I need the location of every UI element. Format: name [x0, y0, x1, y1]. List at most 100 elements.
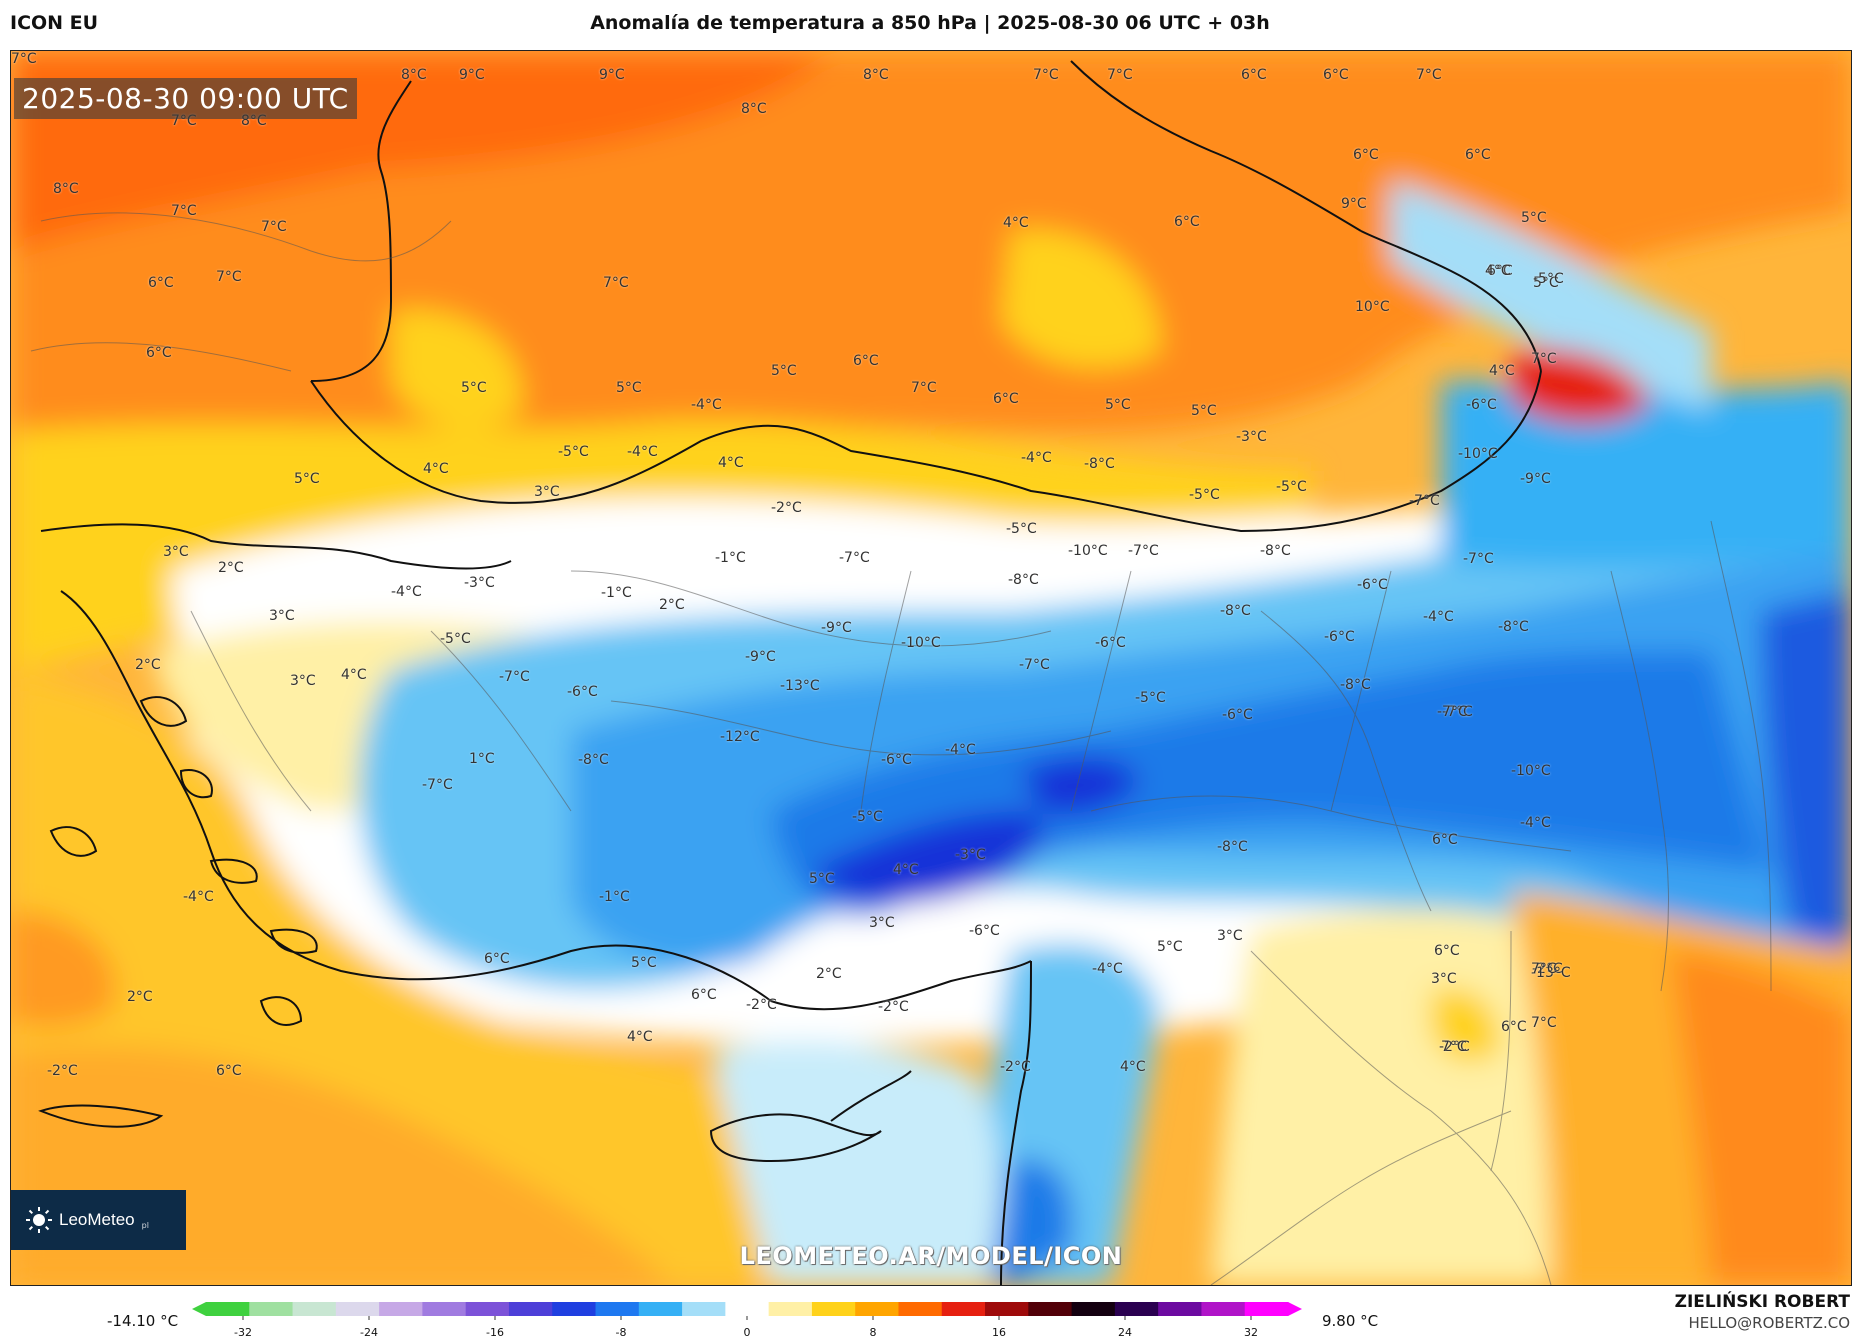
author-name: ZIELIŃSKI ROBERT [1674, 1292, 1850, 1312]
color-scale-band [552, 1302, 597, 1316]
color-scale-tick-label: -16 [486, 1326, 504, 1339]
temperature-label: 2°C [816, 966, 842, 982]
temperature-label: -6°C [1324, 629, 1355, 645]
temperature-label: -4°C [945, 742, 976, 758]
temperature-label: 9°C [599, 67, 625, 83]
temperature-label: 8°C [741, 101, 767, 117]
temperature-label: -6°C [1357, 577, 1388, 593]
temperature-label: 7°C [1441, 1039, 1467, 1055]
temperature-label: 7°C [216, 269, 242, 285]
temperature-label: -6°C [969, 923, 1000, 939]
color-scale-band [379, 1302, 423, 1316]
temperature-label: -2°C [1000, 1059, 1031, 1075]
temperature-label: -4°C [1092, 961, 1123, 977]
temperature-label: 1°C [469, 751, 495, 767]
color-scale-band [335, 1302, 380, 1316]
temperature-label: 7°C [261, 219, 287, 235]
temperature-label: -10°C [1511, 763, 1551, 779]
temperature-label: -7°C [1128, 543, 1159, 559]
temperature-label: -7°C [1019, 657, 1050, 673]
color-scale-band [898, 1302, 943, 1316]
color-scale-tick-label: -24 [360, 1326, 378, 1339]
temperature-label: 5°C [616, 380, 642, 396]
temperature-label: 7°C [1416, 67, 1442, 83]
temperature-label: -3°C [464, 575, 495, 591]
temperature-label: -12°C [720, 729, 760, 745]
temperature-label: -1°C [599, 889, 630, 905]
temperature-label: -5°C [852, 809, 883, 825]
temperature-label: -9°C [745, 649, 776, 665]
color-scale-band [985, 1302, 1029, 1316]
temperature-label: -4°C [627, 444, 658, 460]
temperature-label: 6°C [1432, 832, 1458, 848]
temperature-label: -3°C [955, 847, 986, 863]
author-email[interactable]: HELLO@ROBERTZ.CO [1688, 1314, 1850, 1332]
color-scale-band [595, 1302, 640, 1316]
temperature-label: -4°C [391, 584, 422, 600]
color-scale-tick-label: 8 [869, 1326, 877, 1339]
temperature-label: 5°C [771, 363, 797, 379]
temperature-label: 8°C [863, 67, 889, 83]
temperature-label: -5°C [1189, 487, 1220, 503]
color-scale-tick-label: 24 [1118, 1326, 1132, 1339]
temperature-label: 5°C [1521, 210, 1547, 226]
anomaly-field [11, 51, 1851, 1285]
temperature-label: 6°C [1487, 263, 1513, 279]
temperature-label: -1°C [715, 550, 746, 566]
temperature-label: 6°C [146, 345, 172, 361]
temperature-label: -10°C [1068, 543, 1108, 559]
temperature-label: -4°C [1021, 450, 1052, 466]
temperature-label: 7°C [1107, 67, 1133, 83]
temperature-label: 3°C [534, 484, 560, 500]
leometeo-logo[interactable]: LeoMeteo pl [11, 1190, 186, 1250]
temperature-label: 4°C [1120, 1059, 1146, 1075]
temperature-label: -7°C [1409, 493, 1440, 509]
temperature-label: 7°C [1033, 67, 1059, 83]
temperature-label: 2°C [135, 657, 161, 673]
temperature-label: -5°C [440, 631, 471, 647]
temperature-label: -13°C [780, 678, 820, 694]
temperature-label: 6°C [691, 987, 717, 1003]
temperature-label: 5°C [1533, 275, 1559, 291]
temperature-label: -2°C [1439, 1039, 1470, 1055]
color-scale-min-arrow [192, 1302, 206, 1316]
temperature-label: -1°C [601, 585, 632, 601]
temperature-label: 3°C [1217, 928, 1243, 944]
temperature-label: -8°C [1217, 839, 1248, 855]
temperature-label: -10°C [1458, 446, 1498, 462]
color-scale-band [206, 1302, 250, 1316]
temperature-label: -6°C [881, 752, 912, 768]
temperature-label: 10°C [1355, 299, 1390, 315]
color-scale-band [249, 1302, 294, 1316]
temperature-label: -10°C [901, 635, 941, 651]
color-scale-band [1201, 1302, 1246, 1316]
temperature-label: -4°C [691, 397, 722, 413]
temperature-label: -2°C [47, 1063, 78, 1079]
temperature-label: 6°C [1501, 1019, 1527, 1035]
color-scale-band [292, 1302, 337, 1316]
temperature-label: 7°C [171, 203, 197, 219]
color-scale-band [1071, 1302, 1116, 1316]
temperature-label: 7°C [1531, 1015, 1557, 1031]
temperature-label: 6°C [1323, 67, 1349, 83]
temperature-label: 6°C [1174, 214, 1200, 230]
temperature-label: 5°C [809, 871, 835, 887]
temperature-label: -6°C [567, 684, 598, 700]
temperature-label: 6°C [1434, 943, 1460, 959]
map-title: Anomalía de temperatura a 850 hPa | 2025… [590, 12, 1270, 34]
temperature-label: 9°C [459, 67, 485, 83]
temperature-label: -6°C [1222, 707, 1253, 723]
field-min-label: -14.10 °C [107, 1312, 179, 1330]
color-scale-tick-label: 16 [992, 1326, 1006, 1339]
temperature-label: 4°C [893, 862, 919, 878]
temperature-label: 9°C [1341, 196, 1367, 212]
temperature-label: 4°C [1003, 215, 1029, 231]
color-scale-tick-label: -8 [615, 1326, 627, 1339]
temperature-label: -9°C [821, 620, 852, 636]
color-scale-band [1244, 1302, 1289, 1316]
temperature-label: -8°C [1220, 603, 1251, 619]
color-scale-band [1028, 1302, 1073, 1316]
temperature-label: -8°C [578, 752, 609, 768]
temperature-label: -4°C [183, 889, 214, 905]
color-scale-band [682, 1302, 726, 1316]
